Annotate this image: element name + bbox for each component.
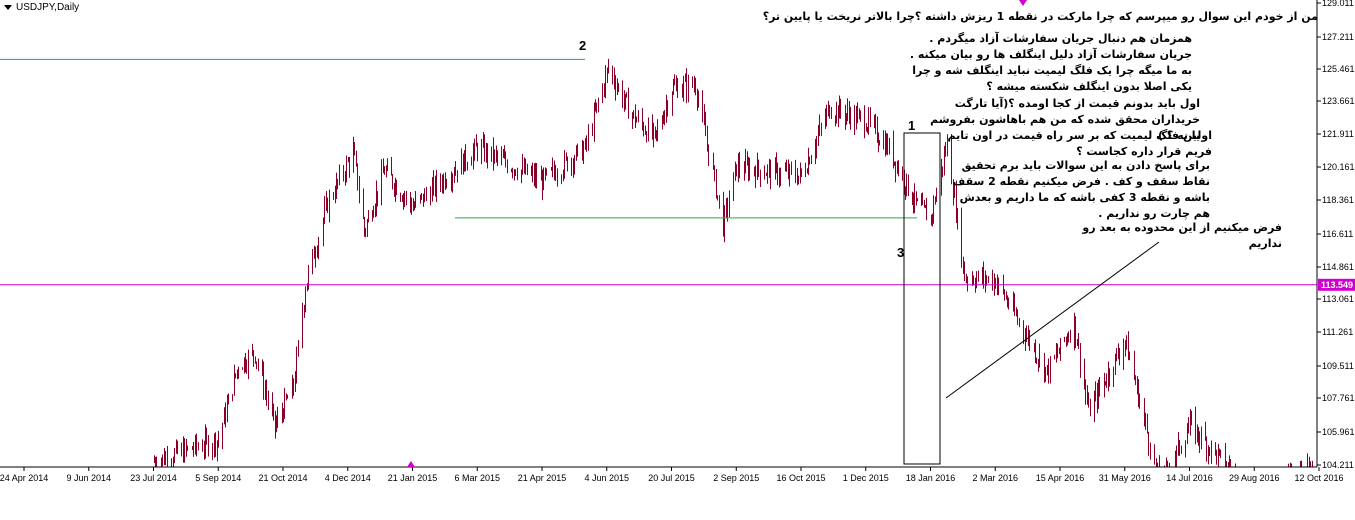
time-tick-label: 15 Apr 2016: [1036, 473, 1085, 483]
horizontal-lines-layer: [0, 58, 1317, 286]
time-tick-label: 31 May 2016: [1099, 473, 1151, 483]
price-tick-label: 125.461: [1322, 64, 1355, 74]
time-tick-label: 4 Jun 2015: [584, 473, 629, 483]
price-tick-label: 107.761: [1322, 393, 1355, 403]
current-price-label: 113.549: [1321, 280, 1353, 290]
time-tick-label: 20 Jul 2015: [648, 473, 695, 483]
time-tick-label: 2 Sep 2015: [713, 473, 759, 483]
price-tick-label: 116.611: [1322, 229, 1353, 239]
dropdown-arrow-icon[interactable]: [4, 4, 12, 10]
note-answer: برای پاسخ دادن به این سوالات باید برم تح…: [952, 159, 1211, 220]
time-tick-label: 4 Dec 2014: [325, 473, 371, 483]
time-tick-label: 29 Aug 2016: [1229, 473, 1280, 483]
price-tick-label: 120.161: [1322, 162, 1355, 172]
time-tick-label: 21 Jan 2015: [388, 473, 438, 483]
highlight-box: [903, 132, 941, 465]
time-tick-label: 6 Mar 2015: [454, 473, 500, 483]
point-label-2: 2: [579, 38, 587, 53]
time-tick-label: 24 Apr 2014: [0, 473, 48, 483]
time-tick-label: 16 Oct 2015: [776, 473, 825, 483]
note-question: من از خودم این سوال رو میپرسم که چرا مار…: [762, 10, 1318, 23]
time-tick-label: 18 Jan 2016: [906, 473, 956, 483]
symbol-label: USDJPY,Daily: [4, 2, 79, 13]
time-tick-label: 9 Jun 2014: [66, 473, 111, 483]
price-tick-label: 113.061: [1322, 294, 1354, 304]
time-tick-label: 12 Oct 2016: [1294, 473, 1343, 483]
time-tick-label: 1 Dec 2015: [843, 473, 889, 483]
point-label-3: 3: [897, 245, 905, 260]
time-tick-label: 14 Jul 2016: [1166, 473, 1213, 483]
time-tick-label: 2 Mar 2016: [972, 473, 1018, 483]
price-tick-label: 104.211: [1322, 460, 1354, 470]
note-origin: اول باید بدونم قیمت از کجا اومده ؟(آیا ت…: [930, 97, 1200, 142]
note-order-flow: همزمان هم دنبال جریان سفارشات آزاد میگرد…: [909, 32, 1192, 93]
note-assume: فرض میکنیم از این محدوده به بعد رو نداری…: [1082, 221, 1282, 250]
symbol-text: USDJPY,Daily: [16, 2, 80, 13]
time-tick-label: 21 Apr 2015: [518, 473, 567, 483]
price-tick-label: 118.361: [1322, 195, 1354, 205]
note-flag-limit: اولین فلگ لیمیت که بر سر راه قیمت در اون…: [947, 129, 1212, 158]
time-tick-label: 5 Sep 2014: [195, 473, 241, 483]
price-tick-label: 105.961: [1322, 427, 1355, 437]
trend-line: [945, 241, 1160, 399]
triangle-top-marker: [1019, 0, 1027, 6]
point-label-1: 1: [908, 118, 916, 133]
price-tick-label: 114.861: [1322, 262, 1354, 272]
triangle-bottom-marker: [407, 461, 415, 467]
price-tick-label: 109.511: [1322, 361, 1354, 371]
price-axis: 129.011 127.211 125.461 123.661 121.911 120.1…: [1316, 0, 1355, 470]
time-tick-label: 21 Oct 2014: [258, 473, 307, 483]
price-tick-label: 127.211: [1322, 32, 1354, 42]
time-tick-label: 23 Jul 2014: [130, 473, 177, 483]
time-axis: 24 Apr 2014 9 Jun 2014 23 Jul 2014 5 Sep 20…: [0, 466, 1344, 483]
price-tick-label: 121.911: [1322, 129, 1354, 139]
candles-layer: [154, 58, 1313, 467]
price-tick-label: 129.011: [1322, 0, 1354, 8]
price-tick-label: 111.261: [1322, 327, 1353, 337]
current-price-tag: [1318, 278, 1355, 291]
price-tick-label: 123.661: [1322, 96, 1355, 106]
